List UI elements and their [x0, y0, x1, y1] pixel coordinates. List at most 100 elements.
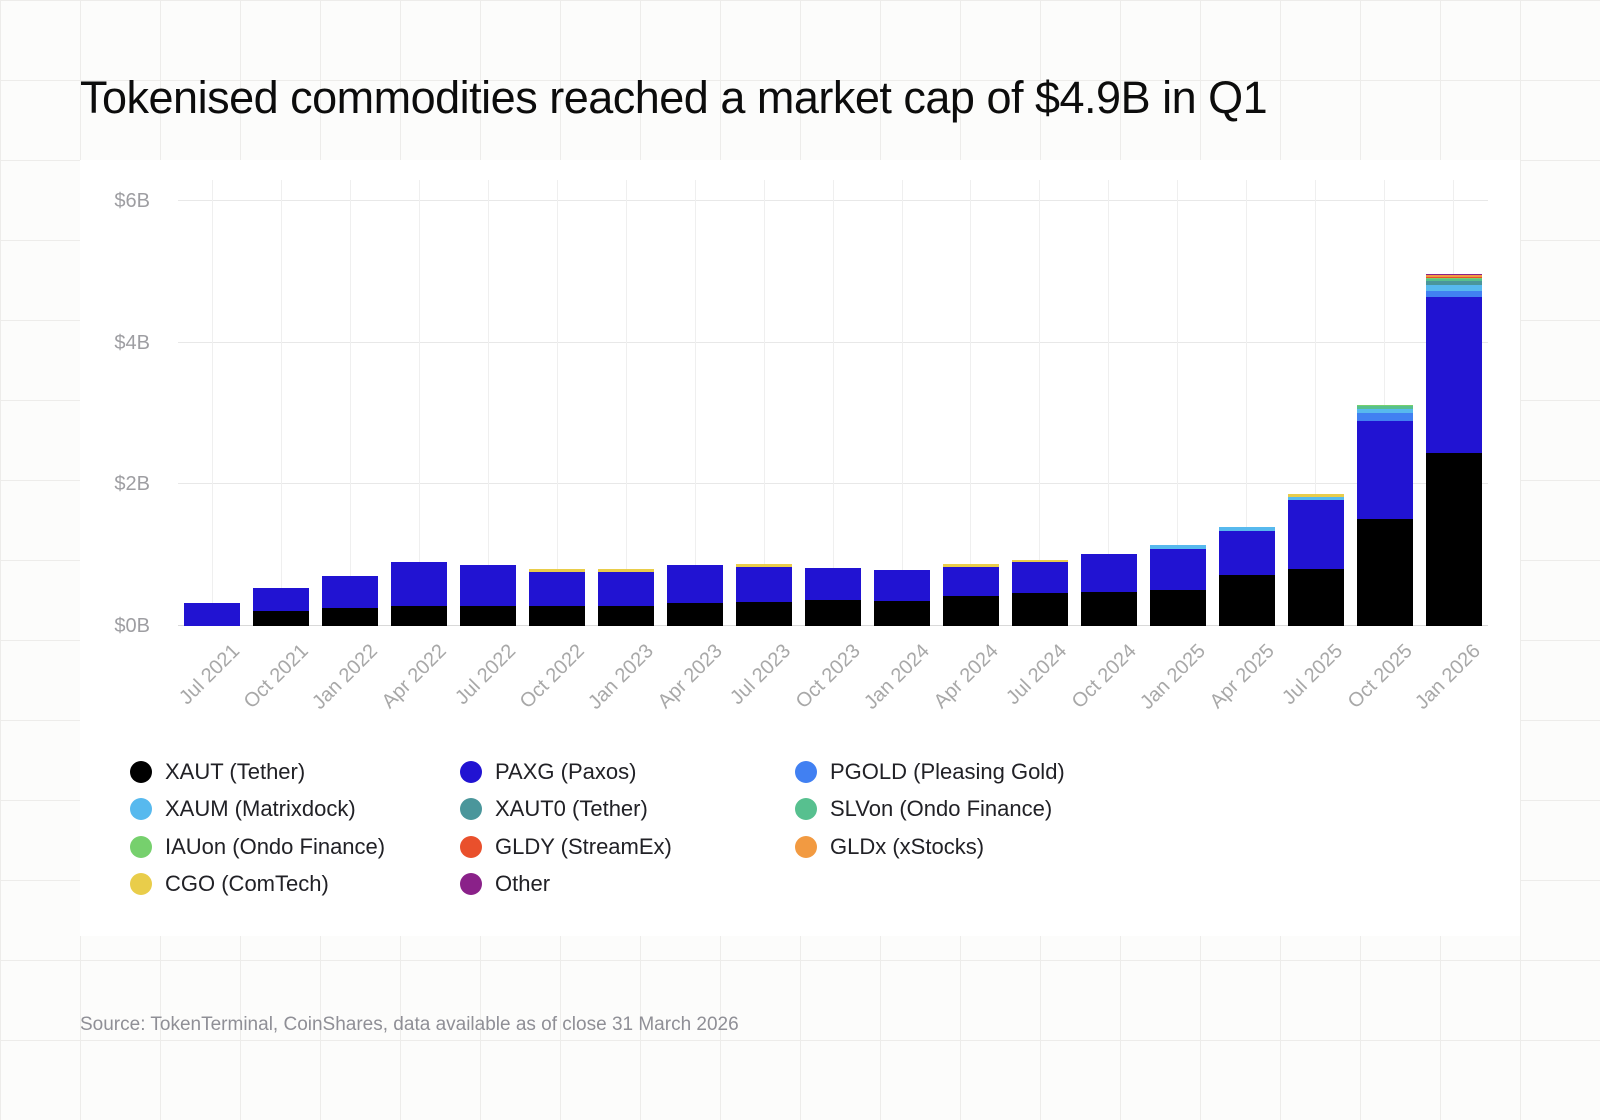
legend-dot-icon — [460, 873, 482, 896]
bar-slot: Jan 2026 — [1411, 180, 1488, 714]
stacked-bar-jul-2024 — [1011, 559, 1068, 626]
bar-segment — [1425, 284, 1482, 291]
bar-segment — [529, 569, 586, 573]
bar-slot: Oct 2024 — [1067, 180, 1143, 713]
x-tick-label: Oct 2023 — [791, 640, 865, 713]
gridline-x — [1177, 180, 1179, 626]
x-tick-label: Jul 2024 — [1002, 640, 1072, 710]
gridline-x — [625, 180, 627, 626]
legend-label: IAUon (Ondo Finance) — [165, 833, 386, 859]
bar-slot: Jul 2023 — [727, 180, 799, 709]
chart-title: Tokenised commodities reached a market c… — [80, 72, 1268, 123]
bar-segment — [1287, 494, 1344, 498]
legend-label: GLDx (xStocks) — [830, 833, 985, 859]
bar-segment — [1425, 275, 1482, 277]
stacked-bar-jan-2026 — [1425, 274, 1482, 626]
x-tick-label: Jul 2023 — [726, 640, 796, 710]
bars-layer: Jul 2021 Oct 2021 Jan 2022 Apr 2022 Jul 2022… — [175, 180, 1488, 714]
bar-segment — [391, 561, 448, 606]
gridline-x — [211, 180, 213, 626]
gridline-x — [1246, 180, 1248, 626]
gridline-x — [1315, 180, 1317, 626]
gridline-x — [418, 180, 420, 626]
bar-segment — [667, 565, 724, 603]
bar-segment — [598, 571, 655, 606]
gridline-x — [280, 180, 282, 626]
legend-dot-icon — [130, 835, 152, 858]
stacked-bar-apr-2025 — [1218, 526, 1275, 626]
legend-item: PAXG (Paxos) — [460, 759, 795, 785]
bar-segment — [529, 605, 586, 626]
bar-segment — [1356, 519, 1413, 626]
legend-label: XAUM (Matrixdock) — [165, 796, 356, 822]
legend-dot-icon — [130, 873, 152, 896]
gridline-x — [763, 180, 765, 626]
legend-label: CGO (ComTech) — [165, 871, 329, 897]
legend-item: XAUM (Matrixdock) — [130, 796, 460, 822]
x-tick-label: Apr 2022 — [377, 640, 451, 713]
bar-segment — [1356, 408, 1413, 410]
stacked-bar-oct-2023 — [805, 567, 862, 626]
bar-segment — [1425, 276, 1482, 278]
legend-label: SLVon (Ondo Finance) — [830, 796, 1053, 822]
x-tick-label: Jul 2021 — [175, 640, 245, 710]
x-tick-label: Jan 2024 — [859, 640, 934, 714]
stacked-bar-jan-2022 — [322, 575, 379, 626]
bar-slot: Oct 2021 — [240, 180, 316, 713]
bar-segment — [1356, 409, 1413, 414]
bar-segment — [322, 575, 379, 609]
legend-dot-icon — [795, 835, 817, 858]
source-note: Source: TokenTerminal, CoinShares, data … — [80, 1014, 739, 1035]
stacked-bar-oct-2025 — [1356, 404, 1413, 626]
gridline-x — [901, 180, 903, 626]
x-tick-label: Oct 2024 — [1067, 640, 1141, 713]
x-tick-label: Apr 2023 — [653, 640, 727, 713]
bar-segment — [598, 568, 655, 572]
y-tick-label: $2B — [114, 473, 150, 496]
stacked-bar-apr-2024 — [942, 563, 999, 626]
bar-segment — [874, 600, 930, 626]
bar-segment — [667, 602, 724, 626]
bar-slot: Jul 2024 — [1002, 180, 1074, 709]
legend-item: Other — [460, 871, 795, 897]
legend-dot-icon — [130, 760, 152, 783]
bar-segment — [1356, 404, 1413, 406]
bar-segment — [460, 605, 517, 626]
bar-segment — [529, 572, 586, 606]
bar-segment — [1425, 278, 1482, 282]
stacked-bar-oct-2024 — [1080, 553, 1137, 626]
bar-segment — [805, 567, 862, 600]
legend-item: CGO (ComTech) — [130, 871, 460, 897]
stacked-bar-jul-2021 — [184, 603, 241, 626]
bar-slot: Oct 2025 — [1343, 180, 1419, 713]
bar-segment — [1425, 452, 1482, 626]
bar-segment — [1149, 589, 1206, 626]
gridline-x — [1384, 180, 1386, 626]
bar-segment — [598, 605, 655, 626]
legend-item: SLVon (Ondo Finance) — [795, 796, 1215, 822]
legend-label: XAUT0 (Tether) — [495, 796, 648, 822]
bar-segment — [184, 603, 241, 626]
bar-segment — [1080, 592, 1137, 626]
bar-segment — [942, 563, 999, 568]
bar-slot: Jul 2021 — [175, 180, 247, 709]
bar-segment — [1011, 562, 1068, 594]
legend: XAUT (Tether) PAXG (Paxos) PGOLD (Pleasing… — [130, 753, 1215, 903]
bar-segment — [1425, 281, 1482, 285]
bar-slot: Apr 2025 — [1205, 180, 1281, 713]
stacked-bar-jan-2024 — [874, 570, 930, 626]
legend-item: GLDY (StreamEx) — [460, 834, 795, 860]
bar-segment — [1425, 274, 1482, 275]
bar-segment — [460, 565, 517, 606]
legend-item: IAUon (Ondo Finance) — [130, 834, 460, 860]
gridline-x — [694, 180, 696, 626]
gridline-x — [1108, 180, 1110, 626]
bar-segment — [1425, 277, 1482, 279]
x-tick-label: Apr 2024 — [929, 640, 1003, 713]
legend-item: PGOLD (Pleasing Gold) — [795, 759, 1215, 785]
bar-slot: Jul 2022 — [451, 180, 523, 709]
bar-segment — [1425, 290, 1482, 297]
bar-segment — [736, 601, 793, 626]
legend-label: Other — [495, 871, 551, 897]
x-tick-label: Jul 2025 — [1278, 640, 1348, 710]
